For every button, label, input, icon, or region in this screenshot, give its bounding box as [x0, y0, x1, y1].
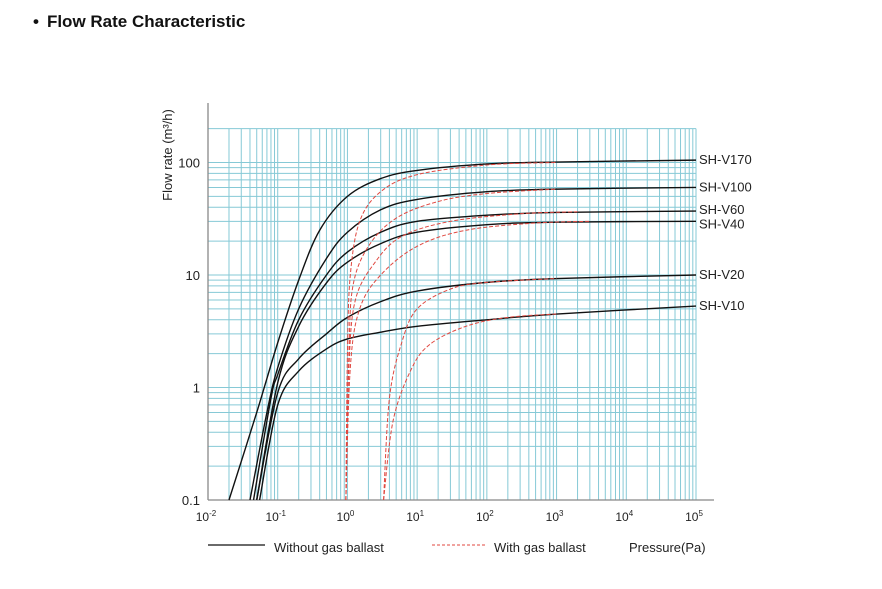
axes: 0.1 1 10 100 10-2 10-1 100 101 102 103 104 105 [178, 103, 714, 524]
x-tick-label: 102 [476, 509, 494, 524]
end-label-sh-v60: SH-V60 [699, 202, 745, 217]
y-axis-label: Flow rate (m³/h) [160, 109, 175, 201]
legend: Without gas ballast With gas ballast Pre… [208, 540, 706, 555]
curve-sh-v100-without-ballast [249, 186, 697, 501]
curve-sh-v100-with-ballast [345, 188, 557, 501]
section-heading: • Flow Rate Characteristic [33, 12, 245, 32]
x-tick-label: 101 [406, 509, 424, 524]
curve-sh-v60-with-ballast [345, 211, 578, 501]
grid [208, 128, 697, 500]
bullet: • [33, 12, 39, 31]
end-label-sh-v170: SH-V170 [699, 152, 752, 167]
end-label-sh-v10: SH-V10 [699, 298, 745, 313]
curve-sh-v170-with-ballast [345, 162, 557, 501]
curve-sh-v10-with-ballast [383, 313, 557, 501]
section-title: Flow Rate Characteristic [46, 12, 246, 31]
y-tick-label: 0.1 [182, 493, 200, 508]
x-tick-label: 103 [546, 509, 564, 524]
end-label-sh-v40: SH-V40 [699, 216, 745, 231]
x-axis-label: Pressure(Pa) [629, 540, 706, 555]
x-tick-label: 10-1 [265, 509, 286, 524]
y-tick-label: 1 [193, 381, 200, 396]
x-tick-label: 10-2 [196, 509, 217, 524]
x-tick-label: 105 [685, 509, 703, 524]
curve-sh-v40-without-ballast [256, 220, 697, 501]
legend-with-label: With gas ballast [494, 540, 586, 555]
legend-without-label: Without gas ballast [274, 540, 384, 555]
curve-sh-v20-with-ballast [383, 278, 557, 501]
curve-sh-v40-with-ballast [345, 220, 590, 501]
x-tick-label: 100 [337, 509, 355, 524]
curves [228, 159, 697, 501]
curve-sh-v170-without-ballast [228, 159, 697, 501]
y-tick-label: 100 [178, 156, 200, 171]
y-tick-label: 10 [186, 268, 200, 283]
x-tick-label: 104 [615, 509, 633, 524]
end-label-sh-v20: SH-V20 [699, 267, 745, 282]
end-label-sh-v100: SH-V100 [699, 179, 752, 194]
